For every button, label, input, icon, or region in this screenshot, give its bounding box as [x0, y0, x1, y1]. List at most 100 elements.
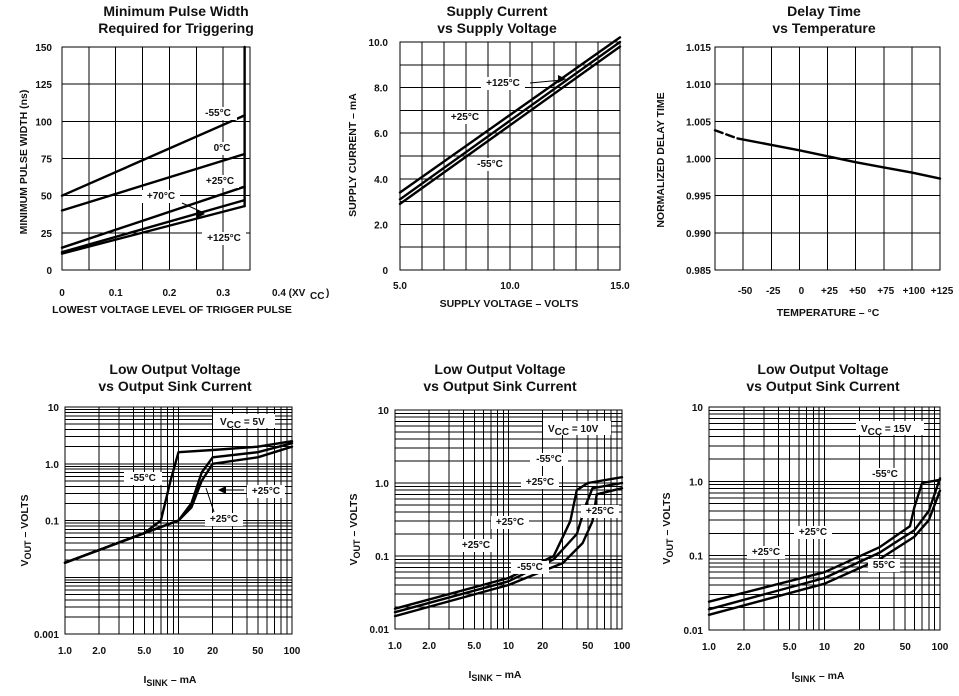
- chart6-label-p25b-bg: [794, 526, 832, 539]
- chart1-label-p25: +25°C: [206, 176, 234, 187]
- chart6-label-55-bg: [868, 559, 900, 572]
- chart3-xtick-7: +125: [931, 286, 954, 297]
- chart5-label-p25c-bg: [581, 505, 619, 518]
- chart6-label-p25b: +25°C: [799, 527, 827, 538]
- chart3-xtick-3: +25: [821, 286, 838, 297]
- chart1-ytick-150: 150: [35, 43, 52, 54]
- chart2-ytick-3: 6.0: [374, 129, 388, 140]
- chart2-label-m55: -55°C: [477, 159, 503, 170]
- chart6-ylabel: VOUT – VOLTS: [661, 493, 675, 565]
- chart5-xtick-3: 10: [503, 641, 515, 652]
- chart5-label-p25a-bg: [521, 476, 559, 489]
- chart6-xtick-1: 2.0: [737, 642, 751, 653]
- chart6-label-vcc-bg: [856, 421, 924, 435]
- chart1-ytick-125: 125: [35, 80, 52, 91]
- chart4-xtick-6: 100: [284, 646, 301, 657]
- chart3-ytick-6: 1.015: [686, 43, 711, 54]
- chart3-title-line-1: Delay Time: [787, 3, 861, 19]
- chart4-label-p25a-bg: [247, 485, 285, 498]
- chart1-series-1: [60, 114, 246, 197]
- chart1-label-0-bg: [209, 142, 235, 155]
- chart6-ytick-2: 1.0: [689, 477, 703, 488]
- chart3-ytick-1: 0.990: [686, 229, 711, 240]
- chart6-plot-frame: [708, 406, 941, 631]
- chart5-xlabel: ISINK – mA: [468, 669, 521, 683]
- chart5-xtick-5: 50: [582, 641, 594, 652]
- chart6-label-m55: -55°C: [872, 469, 898, 480]
- chart2-title-line-1: Supply Current: [446, 3, 547, 19]
- chart2-xlabel: SUPPLY VOLTAGE – VOLTS: [440, 298, 579, 310]
- chart4-xtick-3: 10: [173, 646, 185, 657]
- chart5-xtick-2: 5.0: [467, 641, 481, 652]
- chart4-label-m55: -55°C: [130, 473, 156, 484]
- chart1-xtick-0.3: 0.3: [216, 288, 230, 299]
- chart3-ytick-3: 1.000: [686, 155, 711, 166]
- chart1-arrowhead-p70: [197, 210, 205, 218]
- chart6-xlabel: ISINK – mA: [791, 670, 844, 684]
- chart4-xtick-5: 50: [252, 646, 264, 657]
- chart1-xlabel: LOWEST VOLTAGE LEVEL OF TRIGGER PULSE: [52, 304, 292, 316]
- chart4-xtick-0: 1.0: [58, 646, 72, 657]
- chart4-plot-frame: [64, 406, 293, 635]
- chart2-series-2: [398, 40, 622, 201]
- chart1-label-p125-bg: [202, 232, 246, 245]
- chart3-xtick-6: +100: [903, 286, 926, 297]
- chart5-label-p25d-bg: [457, 539, 495, 552]
- chart6-ytick-1: 0.1: [689, 552, 703, 563]
- chart1-xtick-0.2: 0.2: [162, 288, 176, 299]
- chart2-label-p25: +25°C: [451, 112, 479, 123]
- chart6-title-line-1: Low Output Voltage: [757, 361, 888, 377]
- chart6-label-55: 55°C: [873, 560, 895, 571]
- chart5-xtick-6: 100: [614, 641, 631, 652]
- chart5-label-m55a: -55°C: [536, 454, 562, 465]
- chart1-arrow-p70: [181, 202, 205, 214]
- chart5-label-p25d: +25°C: [462, 540, 490, 551]
- chart1-ytick-100: 100: [35, 117, 52, 128]
- chart5-label-p25c: +25°C: [586, 506, 614, 517]
- chart5-xtick-1: 2.0: [422, 641, 436, 652]
- chart2-label-p25-bg: [446, 111, 484, 124]
- chart2-ylabel: SUPPLY CURRENT – mA: [347, 93, 359, 217]
- chart2-series-1: [398, 45, 622, 206]
- chart2-arrow-p125: [529, 79, 563, 84]
- chart5-ytick-0: 0.01: [370, 625, 390, 636]
- chart5-label-m55a-bg: [530, 453, 568, 466]
- chart1-xtick-0.1: 0.1: [109, 288, 123, 299]
- chart4-label-p25b: +25°C: [210, 514, 238, 525]
- chart1-title-line-1: Minimum Pulse Width: [103, 3, 248, 19]
- chart5-label-p25b: +25°C: [496, 517, 524, 528]
- chart1-ylabel: MINIMUM PULSE WIDTH (ns): [18, 90, 30, 235]
- chart1-ytick-0: 0: [46, 266, 52, 277]
- chart1-label-p25-bg: [201, 175, 239, 188]
- chart1-xtick-close: ): [326, 288, 329, 299]
- chart4-title-line-2: vs Output Sink Current: [98, 378, 252, 394]
- chart3-xtick-1: -25: [766, 286, 781, 297]
- chart1-label-m55-bg: [199, 107, 237, 120]
- chart1-plot-frame: [61, 46, 251, 271]
- chart1-label-m55: -55°C: [205, 108, 231, 119]
- chart5-label-vcc-bg: [543, 421, 611, 435]
- chart5-title-line-2: vs Output Sink Current: [423, 378, 577, 394]
- chart4-label-vcc: VCC = 5V: [220, 417, 265, 431]
- chart2-xtick-1: 10.0: [500, 281, 520, 292]
- chart6-label-m55-bg: [866, 468, 904, 481]
- chart5-title-line-1: Low Output Voltage: [434, 361, 565, 377]
- chart4-series-3: [63, 445, 294, 564]
- chart5-ylabel: VOUT – VOLTS: [348, 494, 362, 566]
- chart6-ytick-0: 0.01: [684, 626, 704, 637]
- chart1-title-line-2: Required for Triggering: [98, 20, 254, 36]
- chart1-xtick-0: 0: [59, 288, 65, 299]
- chart2-arrowhead-p125: [558, 75, 566, 83]
- chart6-series-3: [707, 489, 942, 616]
- chart3-xtick-4: +50: [849, 286, 866, 297]
- chart3-series-1: [736, 137, 942, 180]
- chart1-ytick-75: 75: [41, 155, 53, 166]
- chart1-series-4: [60, 198, 246, 254]
- chart4-ylabel: VOUT – VOLTS: [19, 495, 33, 567]
- chart5-ytick-2: 1.0: [375, 479, 389, 490]
- chart6-xtick-5: 50: [900, 642, 912, 653]
- chart3-ytick-5: 1.010: [686, 80, 711, 91]
- chart4-ytick-0: 0.001: [34, 630, 59, 641]
- chart6-series-1: [707, 478, 942, 603]
